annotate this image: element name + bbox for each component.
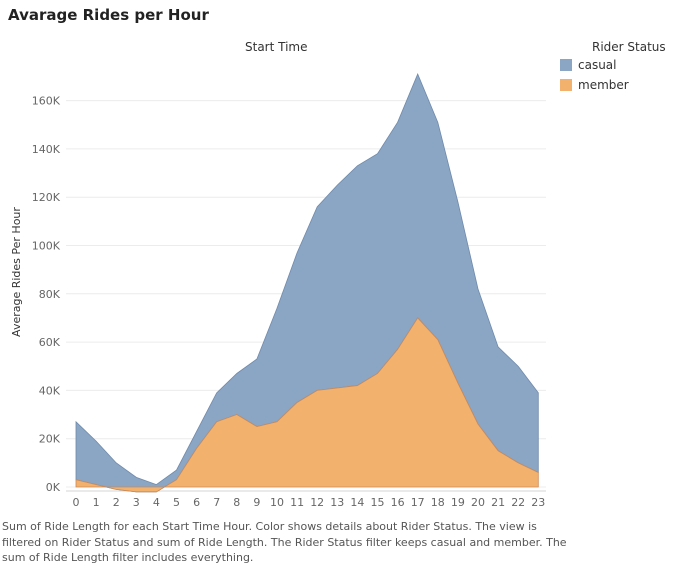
y-tick-label: 140K <box>32 143 61 156</box>
x-tick-label: 21 <box>491 496 505 509</box>
y-tick-label: 0K <box>46 481 61 494</box>
x-tick-label: 0 <box>73 496 80 509</box>
x-tick-label: 20 <box>471 496 485 509</box>
legend-label-casual: casual <box>578 58 617 72</box>
legend-label-member: member <box>578 78 629 92</box>
y-tick-label: 40K <box>39 384 61 397</box>
x-tick-label: 1 <box>93 496 100 509</box>
y-tick-label: 60K <box>39 336 61 349</box>
y-tick-label: 20K <box>39 433 61 446</box>
y-axis-label: Average Rides Per Hour <box>10 207 23 337</box>
legend-item-member[interactable]: member <box>560 78 629 92</box>
x-tick-label: 6 <box>193 496 200 509</box>
x-tick-label: 10 <box>270 496 284 509</box>
y-tick-label: 120K <box>32 191 61 204</box>
area-series-member[interactable] <box>75 317 539 493</box>
x-tick-label: 13 <box>330 496 344 509</box>
legend-swatch-casual <box>560 59 572 71</box>
x-tick-label: 23 <box>531 496 545 509</box>
area-chart: Average Rides Per Hour 0K20K40K60K80K100… <box>10 72 546 509</box>
y-tick-label: 100K <box>32 240 61 253</box>
x-tick-label: 7 <box>213 496 220 509</box>
y-tick-label: 80K <box>39 288 61 301</box>
chart-title: Avarage Rides per Hour <box>8 6 209 24</box>
legend-swatch-member <box>560 79 572 91</box>
y-tick-label: 160K <box>32 95 61 108</box>
column-header: Start Time <box>245 40 308 54</box>
x-tick-label: 16 <box>391 496 405 509</box>
x-tick-label: 9 <box>253 496 260 509</box>
x-tick-label: 17 <box>411 496 425 509</box>
x-tick-label: 18 <box>431 496 445 509</box>
x-tick-label: 5 <box>173 496 180 509</box>
x-tick-label: 3 <box>133 496 140 509</box>
x-tick-label: 14 <box>350 496 364 509</box>
x-tick-label: 4 <box>153 496 160 509</box>
x-tick-label: 12 <box>310 496 324 509</box>
x-tick-label: 19 <box>451 496 465 509</box>
x-tick-label: 15 <box>371 496 385 509</box>
chart-caption: Sum of Ride Length for each Start Time H… <box>2 520 567 564</box>
legend-title: Rider Status <box>592 40 666 54</box>
x-tick-label: 8 <box>233 496 240 509</box>
x-tick-label: 2 <box>113 496 120 509</box>
x-tick-label: 11 <box>290 496 304 509</box>
x-tick-label: 22 <box>511 496 525 509</box>
legend-item-casual[interactable]: casual <box>560 58 617 72</box>
